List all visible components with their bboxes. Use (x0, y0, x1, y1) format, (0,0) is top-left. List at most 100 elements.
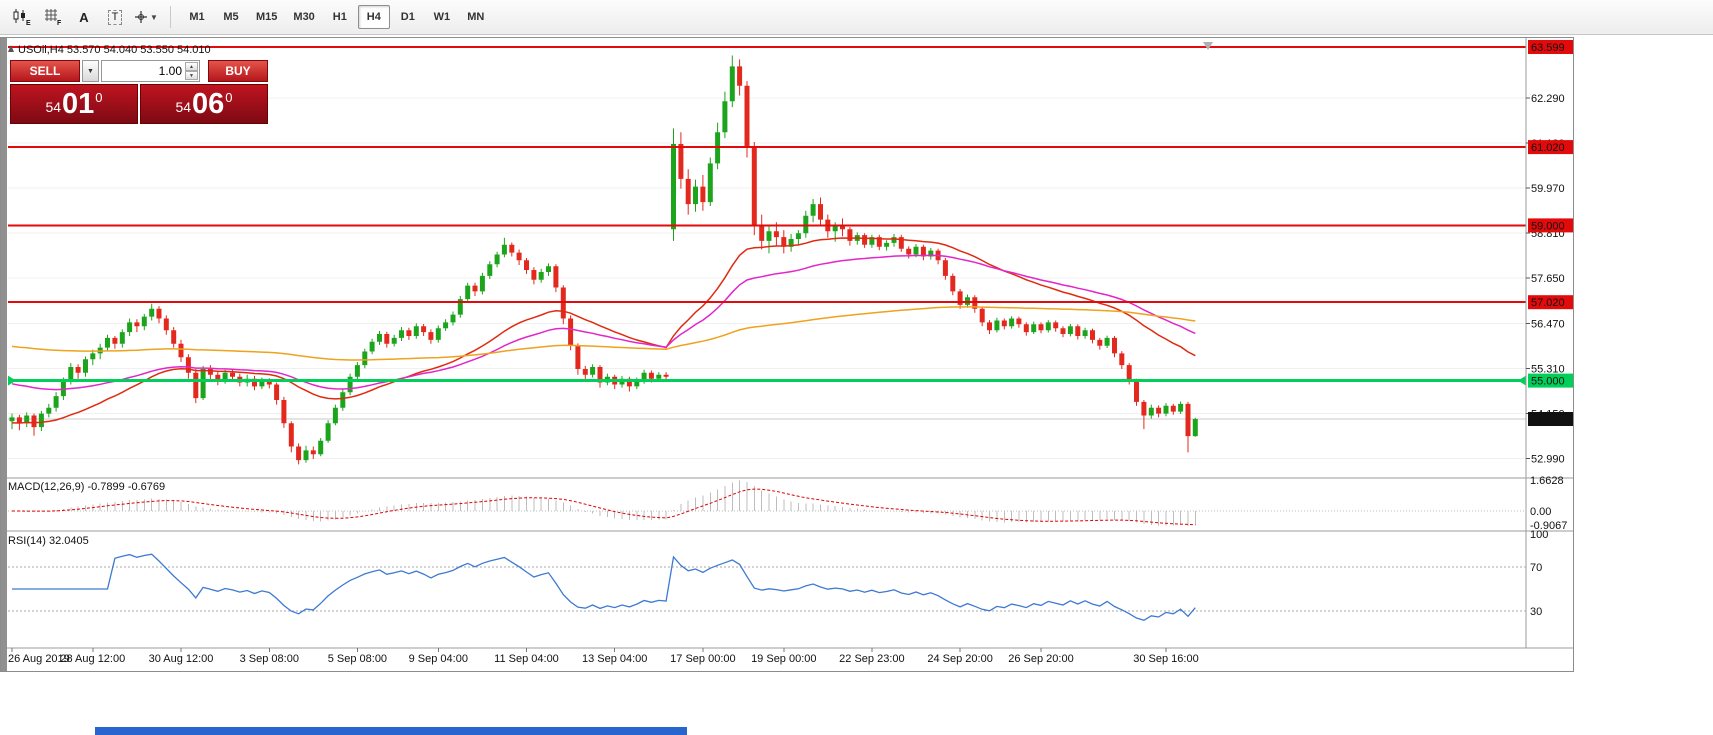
sell-button[interactable]: SELL (10, 60, 80, 82)
svg-text:63.599: 63.599 (1531, 42, 1565, 54)
svg-text:26 Aug 2019: 26 Aug 2019 (8, 653, 70, 665)
grid-glyph: F (45, 9, 62, 26)
price-badges: 63.599 61.020 59.000 57.020 55.000 54.010 (1528, 40, 1573, 426)
macd-label: MACD(12,26,9) -0.7899 -0.6769 (8, 481, 165, 493)
svg-text:55.310: 55.310 (1531, 364, 1565, 376)
time-axis-labels: 26 Aug 201928 Aug 12:00 30 Aug 12:00 3 Sep… (8, 648, 1199, 665)
rsi-pane: RSI(14) 32.0405 100 70 30 (8, 529, 1548, 622)
buy-price-main: 54 (175, 99, 192, 115)
timeframe-button-m1[interactable]: M1 (181, 5, 213, 29)
window-left-border (0, 37, 7, 672)
svg-text:61.020: 61.020 (1531, 142, 1565, 154)
svg-text:26 Sep 20:00: 26 Sep 20:00 (1008, 653, 1073, 665)
rsi-axis-30: 30 (1530, 606, 1542, 618)
svg-text:11 Sep 04:00: 11 Sep 04:00 (494, 653, 559, 665)
sell-price-pips: 01 (62, 88, 95, 120)
ohlc-quote-text: USOil,H4 53.570 54.040 53.550 54.010 (18, 44, 211, 56)
macd-axis-zero: 0.00 (1530, 506, 1551, 518)
crosshair-tool-icon[interactable]: ▼ (132, 3, 160, 31)
ma-slow-line (11, 306, 1196, 361)
letter-t-glyph: T (107, 9, 123, 25)
svg-text:54.010: 54.010 (1531, 414, 1565, 426)
support-line-left-marker (8, 375, 16, 386)
chart-background (0, 37, 1574, 672)
volume-input[interactable] (102, 61, 199, 81)
textbox-icon[interactable]: T (101, 3, 129, 31)
svg-text:19 Sep 00:00: 19 Sep 00:00 (751, 653, 816, 665)
text-annotation-icon[interactable]: A (70, 3, 98, 31)
svg-text:30 Aug 12:00: 30 Aug 12:00 (149, 653, 214, 665)
icon-sub-label-e: E (26, 20, 31, 26)
svg-text:59.970: 59.970 (1531, 183, 1565, 195)
chevron-down-icon: ▼ (150, 12, 158, 22)
top-toolbar: E F A T ▼ M1 M5 M15 M30 H1 H4 D1 W1 MN (0, 0, 1713, 35)
timeframe-button-m30[interactable]: M30 (286, 5, 321, 29)
svg-text:22 Sep 23:00: 22 Sep 23:00 (839, 653, 904, 665)
grid-layer (8, 97, 1526, 460)
buy-price-display[interactable]: 54 06 0 (140, 84, 268, 124)
quote-line: USOil,H4 53.570 54.040 53.550 54.010 (8, 44, 211, 56)
svg-text:3 Sep 08:00: 3 Sep 08:00 (240, 653, 299, 665)
timeframe-button-mn[interactable]: MN (460, 5, 492, 29)
time-axis[interactable] (7, 648, 1526, 670)
trade-controls-row: SELL ▼ ▲ ▼ BUY (10, 60, 268, 82)
svg-text:17 Sep 00:00: 17 Sep 00:00 (670, 653, 735, 665)
timeframe-button-w1[interactable]: W1 (426, 5, 458, 29)
rsi-axis-100: 100 (1530, 529, 1548, 541)
toolbar-separator (170, 6, 171, 28)
sell-price-fraction: 0 (95, 90, 103, 105)
volume-field: ▲ ▼ (101, 60, 200, 82)
svg-text:9 Sep 04:00: 9 Sep 04:00 (409, 653, 468, 665)
timeframe-button-m5[interactable]: M5 (215, 5, 247, 29)
ma-medium-line (11, 254, 1196, 391)
svg-text:24 Sep 20:00: 24 Sep 20:00 (927, 653, 992, 665)
svg-text:59.000: 59.000 (1531, 220, 1565, 232)
chart-window: MACD(12,26,9) -0.7899 -0.6769 1.6628 0.00 -… (0, 37, 1574, 672)
buy-button[interactable]: BUY (208, 60, 268, 82)
macd-signal-line (12, 488, 1196, 526)
chart-shift-marker (1203, 42, 1213, 50)
price-levels-layer[interactable] (8, 46, 1526, 386)
macd-pane: MACD(12,26,9) -0.7899 -0.6769 1.6628 0.00 -… (8, 475, 1567, 532)
volume-spinner: ▲ ▼ (185, 62, 198, 80)
sell-price-display[interactable]: 54 01 0 (10, 84, 138, 124)
symbol-icon (8, 45, 14, 52)
rsi-label: RSI(14) 32.0405 (8, 535, 89, 547)
window-frame (0, 37, 1574, 672)
svg-text:28 Aug 12:00: 28 Aug 12:00 (60, 653, 125, 665)
ma-fast-line (11, 237, 1196, 424)
support-line-right-marker (1518, 375, 1526, 386)
svg-text:30 Sep 16:00: 30 Sep 16:00 (1133, 653, 1198, 665)
crosshair-glyph (135, 11, 148, 23)
bottom-blue-bar (95, 727, 687, 735)
svg-text:62.290: 62.290 (1531, 93, 1565, 105)
volume-dropdown-button[interactable]: ▼ (82, 60, 99, 82)
grid-icon[interactable]: F (39, 3, 67, 31)
current-price-badge (1528, 412, 1573, 426)
svg-text:52.990: 52.990 (1531, 454, 1565, 466)
candlestick-chart-icon[interactable]: E (8, 3, 36, 31)
volume-spinner-down[interactable]: ▼ (185, 71, 198, 80)
timeframe-button-h1[interactable]: H1 (324, 5, 356, 29)
svg-text:56.470: 56.470 (1531, 319, 1565, 331)
chevron-down-icon: ▼ (87, 67, 94, 75)
timeframe-button-h4[interactable]: H4 (357, 5, 390, 29)
svg-text:55.000: 55.000 (1531, 376, 1565, 388)
macd-axis-min: -0.9067 (1530, 520, 1567, 532)
candlestick-glyph: E (13, 9, 31, 26)
timeframe-button-m15[interactable]: M15 (249, 5, 284, 29)
svg-text:57.020: 57.020 (1531, 297, 1565, 309)
icon-sub-label-f: F (57, 20, 62, 26)
timeframe-button-d1[interactable]: D1 (392, 5, 424, 29)
macd-axis-max: 1.6628 (1530, 475, 1564, 487)
buy-price-pips: 06 (192, 88, 225, 120)
rsi-axis-70: 70 (1530, 562, 1542, 574)
volume-spinner-up[interactable]: ▲ (185, 62, 198, 71)
svg-text:13 Sep 04:00: 13 Sep 04:00 (582, 653, 647, 665)
price-axis[interactable] (1526, 37, 1574, 648)
buy-price-fraction: 0 (225, 90, 233, 105)
rsi-line (12, 553, 1196, 622)
letter-a-glyph: A (79, 9, 89, 25)
price-chart[interactable]: MACD(12,26,9) -0.7899 -0.6769 1.6628 0.00 -… (0, 37, 1574, 672)
